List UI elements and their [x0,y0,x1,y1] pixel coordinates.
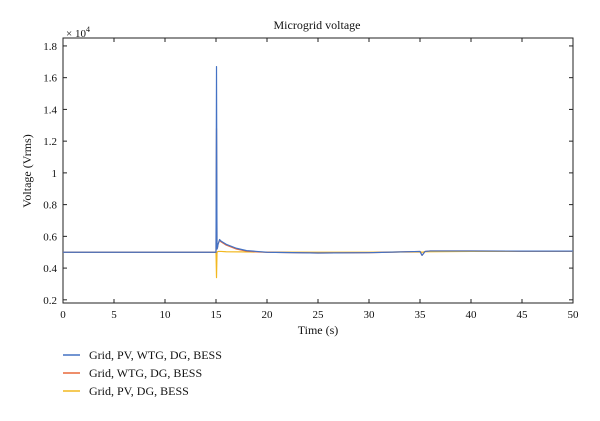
legend-label: Grid, PV, DG, BESS [89,384,189,398]
x-tick-label: 0 [60,309,66,321]
y-tick-label: 0.4 [43,263,57,275]
legend-label: Grid, WTG, DG, BESS [89,366,202,380]
y-tick-label: 0.8 [43,200,57,212]
plot-area-frame [62,37,574,304]
x-tick-label: 10 [160,309,172,321]
y-axis-ticks: 0.2 0.4 0.6 0.8 1 1.2 1.4 1.6 1.8 [43,41,573,307]
series-line-grid-pv-wtg-dg-bess [63,65,573,256]
x-tick-label: 45 [517,309,529,321]
y-tick-label: 1.2 [43,136,57,148]
legend: Grid, PV, WTG, DG, BESS Grid, WTG, DG, BE… [63,348,222,398]
x-tick-label: 30 [364,309,376,321]
y-tick-label: 1.6 [43,73,57,85]
x-tick-label: 35 [415,309,427,321]
y-axis-title: Voltage (Vrms) [20,134,34,207]
x-tick-label: 15 [211,309,223,321]
x-axis-ticks: 0 5 10 15 20 25 30 35 40 45 50 [60,38,579,321]
y-axis-multiplier-base: × 10 [66,28,86,40]
x-tick-label: 25 [313,309,325,321]
legend-label: Grid, PV, WTG, DG, BESS [89,348,222,362]
series-line-grid-wtg-dg-bess [63,127,573,256]
x-tick-label: 5 [111,309,117,321]
y-tick-label: 1.4 [43,104,57,116]
y-tick-label: 0.2 [43,295,57,307]
x-tick-label: 40 [466,309,478,321]
y-tick-label: 0.6 [43,231,57,243]
y-axis-multiplier-exponent: 4 [86,25,90,34]
y-tick-label: 1.8 [43,41,57,53]
x-tick-label: 20 [262,309,274,321]
series-lines [63,65,573,279]
y-tick-label: 1 [52,168,58,180]
x-tick-label: 50 [568,309,580,321]
y-axis-multiplier: × 104 [66,25,90,40]
series-line-grid-pv-dg-bess [63,250,573,279]
chart-title: Microgrid voltage [274,18,361,32]
x-axis-title: Time (s) [298,323,339,337]
